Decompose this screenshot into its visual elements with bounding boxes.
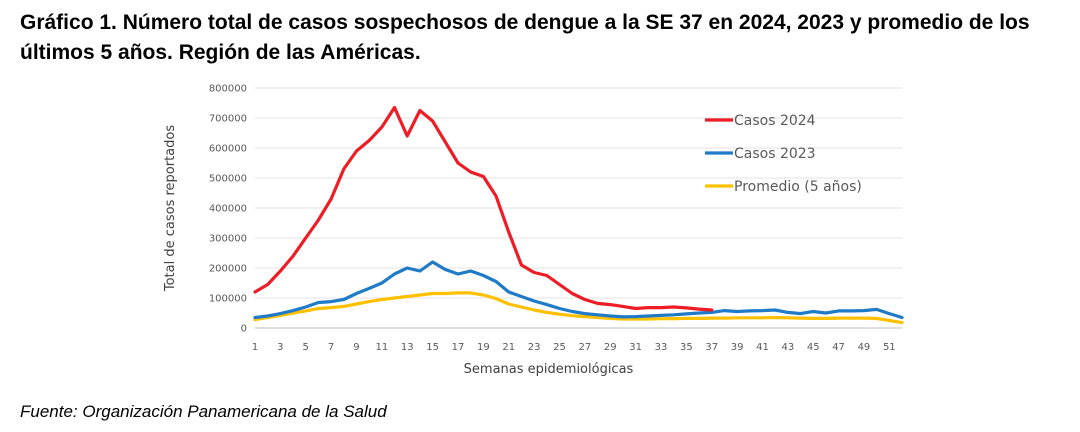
series-line-1 (253, 260, 904, 320)
y-axis-ticks: 0 100000 200000 300000 400000 500000 600000 700… (209, 84, 247, 335)
y-tick-label: 600000 (209, 144, 247, 155)
y-axis-title: Total de casos reportados (163, 125, 178, 292)
x-tick-label: 35 (680, 342, 693, 353)
x-tick-label: 49 (858, 342, 871, 353)
x-tick-label: 13 (401, 342, 414, 353)
x-tick-label: 27 (578, 342, 591, 353)
y-tick-label: 100000 (209, 294, 247, 305)
x-tick-label: 45 (807, 342, 820, 353)
y-tick-label: 0 (241, 324, 247, 335)
chart-svg: 0 100000 200000 300000 400000 500000 600000 700… (163, 84, 904, 377)
x-axis-ticks: 1 3 5 7 9 11 13 15 17 19 21 23 25 27 29 31 33 35 37 39 41 43 4… (252, 342, 896, 353)
chart-title: Gráfico 1. Número total de casos sospech… (20, 11, 1030, 64)
series-lines (253, 105, 904, 325)
x-tick-label: 37 (705, 342, 718, 353)
y-tick-label: 300000 (209, 234, 247, 245)
x-tick-label: 1 (252, 342, 258, 353)
y-tick-label: 400000 (209, 204, 247, 215)
series-line-2 (253, 291, 904, 325)
line-chart: 0 100000 200000 300000 400000 500000 600000 700… (150, 78, 910, 388)
legend-item: Casos 2023 (705, 146, 816, 162)
legend-label: Casos 2023 (734, 146, 816, 162)
x-tick-label: 3 (277, 342, 283, 353)
x-tick-label: 39 (731, 342, 744, 353)
y-tick-label: 700000 (209, 114, 247, 125)
y-tick-label: 200000 (209, 264, 247, 275)
x-tick-label: 25 (553, 342, 566, 353)
x-tick-label: 51 (883, 342, 896, 353)
y-tick-label: 800000 (209, 84, 247, 95)
legend-label: Promedio (5 años) (734, 179, 862, 195)
legend: Casos 2024 Casos 2023 Promedio (5 años) (705, 113, 862, 195)
x-tick-label: 31 (629, 342, 642, 353)
x-tick-label: 41 (756, 342, 769, 353)
x-tick-label: 5 (303, 342, 309, 353)
x-tick-label: 47 (832, 342, 845, 353)
x-tick-label: 11 (375, 342, 388, 353)
source-note: Fuente: Organización Panamericana de la … (20, 402, 387, 421)
x-tick-label: 17 (452, 342, 465, 353)
legend-label: Casos 2024 (734, 113, 816, 129)
x-tick-label: 19 (477, 342, 490, 353)
x-tick-label: 9 (353, 342, 359, 353)
x-tick-label: 29 (604, 342, 617, 353)
x-tick-label: 23 (528, 342, 541, 353)
gridlines (255, 87, 902, 329)
legend-item: Promedio (5 años) (705, 179, 862, 195)
x-tick-label: 21 (502, 342, 515, 353)
x-tick-label: 15 (426, 342, 439, 353)
x-tick-label: 33 (655, 342, 668, 353)
legend-item: Casos 2024 (705, 113, 816, 129)
x-tick-label: 7 (328, 342, 334, 353)
series-line-0 (253, 105, 714, 312)
y-tick-label: 500000 (209, 174, 247, 185)
x-axis-title: Semanas epidemiológicas (464, 362, 634, 377)
x-tick-label: 43 (781, 342, 794, 353)
